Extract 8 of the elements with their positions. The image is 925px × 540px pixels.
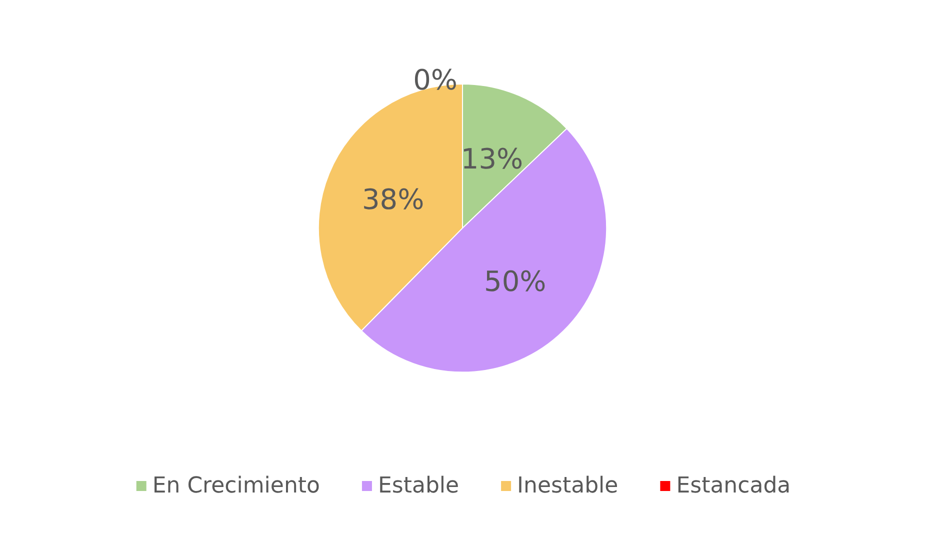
legend-label: En Crecimiento <box>152 474 320 498</box>
legend-label: Estable <box>378 474 460 498</box>
text: 0% <box>413 63 458 96</box>
legend-label: Estancada <box>676 474 791 498</box>
data-label: 13% <box>460 142 524 176</box>
legend-label: Inestable <box>517 474 618 498</box>
data-label: 38% <box>362 183 424 216</box>
data-label: 50% <box>484 265 546 298</box>
